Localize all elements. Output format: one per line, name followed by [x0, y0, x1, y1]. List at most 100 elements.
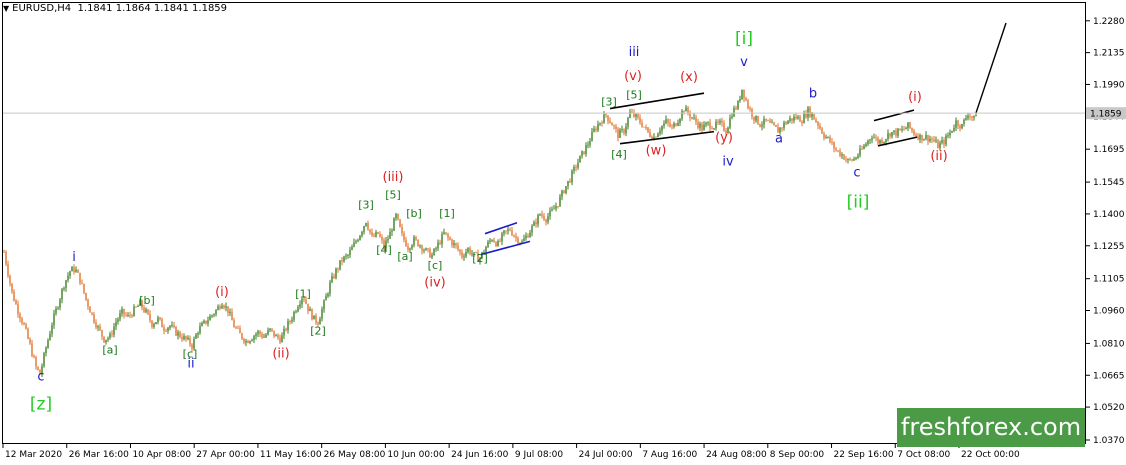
wave-label: (ii): [272, 347, 289, 362]
candle: [47, 338, 49, 349]
candle: [873, 133, 875, 139]
candle-body: [445, 232, 447, 234]
dropdown-triangle-icon[interactable]: ▼: [3, 4, 10, 13]
candle: [639, 114, 641, 125]
candle-body: [553, 208, 555, 210]
candle-body: [171, 325, 173, 326]
candle: [353, 238, 355, 248]
candle-body: [321, 309, 323, 319]
candle: [97, 324, 99, 332]
candle: [691, 117, 693, 120]
candle-body: [423, 250, 425, 251]
candle: [449, 236, 451, 241]
candle-body: [393, 218, 395, 231]
candle-body: [515, 236, 517, 238]
candle: [225, 302, 227, 312]
candle: [607, 115, 609, 125]
wave-label: c: [853, 166, 860, 181]
candle-body: [325, 296, 327, 301]
candle: [367, 220, 369, 231]
candle: [147, 308, 149, 316]
candle: [223, 304, 225, 310]
price-tick-label: 1.1105: [1093, 275, 1125, 285]
wave-label: c: [37, 369, 44, 384]
candle: [789, 115, 791, 123]
candle: [501, 231, 503, 246]
candle: [235, 325, 237, 329]
candle-body: [671, 126, 673, 128]
candle: [765, 118, 767, 123]
candle-body: [815, 119, 817, 122]
candle-body: [285, 328, 287, 331]
candle: [249, 340, 251, 345]
time-tick-label: 10 Apr 08:00: [132, 450, 191, 460]
candle-body: [781, 127, 783, 129]
candle-body: [145, 309, 147, 312]
candle-body: [917, 135, 919, 140]
candle-body: [455, 243, 457, 246]
candle-body: [879, 140, 881, 144]
candle: [577, 158, 579, 170]
candle: [969, 112, 971, 121]
candle-body: [561, 190, 563, 197]
candle: [281, 332, 283, 343]
candle: [443, 228, 445, 235]
candle-body: [377, 231, 379, 234]
candle: [227, 306, 229, 317]
candle-body: [635, 114, 637, 117]
candle: [151, 320, 153, 329]
candle-body: [177, 332, 179, 336]
candle-body: [111, 333, 113, 335]
candle-body: [271, 328, 273, 331]
candle-body: [63, 287, 65, 289]
candle: [741, 89, 743, 100]
candle: [961, 123, 963, 130]
candle-body: [407, 246, 409, 250]
candle-body: [419, 245, 421, 247]
candle-body: [133, 306, 135, 317]
candle-body: [121, 308, 123, 314]
candle-body: [589, 141, 591, 145]
candle: [539, 213, 541, 216]
candle: [843, 153, 845, 161]
candle: [93, 312, 95, 324]
candle-body: [963, 119, 965, 124]
candle: [589, 137, 591, 148]
candle: [579, 155, 581, 163]
candle: [383, 237, 385, 251]
candle-body: [483, 252, 485, 253]
candle-body: [333, 276, 335, 278]
candle-body: [389, 232, 391, 239]
candle: [283, 325, 285, 339]
candle-body: [41, 366, 43, 375]
candle: [159, 317, 161, 321]
candle: [359, 235, 361, 241]
candle-body: [167, 327, 169, 331]
candle: [965, 115, 967, 121]
candle-body: [523, 238, 525, 242]
candle-body: [881, 140, 883, 144]
candle-body: [931, 138, 933, 140]
candle-body: [451, 239, 453, 246]
candle: [371, 228, 373, 238]
candle: [513, 234, 515, 238]
candle-body: [35, 357, 37, 367]
candle: [11, 283, 13, 294]
wave-label: (x): [680, 70, 698, 85]
candle: [243, 337, 245, 345]
time-tick-label: 10 Jun 00:00: [387, 450, 444, 460]
candle: [29, 337, 31, 345]
candle-body: [5, 252, 7, 265]
wave-label: (ii): [930, 149, 947, 164]
candle-body: [915, 134, 917, 136]
candle-body: [231, 311, 233, 321]
candle: [259, 330, 261, 338]
candle-body: [847, 159, 849, 160]
candle-body: [539, 214, 541, 216]
candle-body: [613, 125, 615, 127]
candle-body: [385, 240, 387, 248]
candle: [17, 300, 19, 318]
candle: [149, 310, 151, 323]
candle-body: [581, 151, 583, 156]
